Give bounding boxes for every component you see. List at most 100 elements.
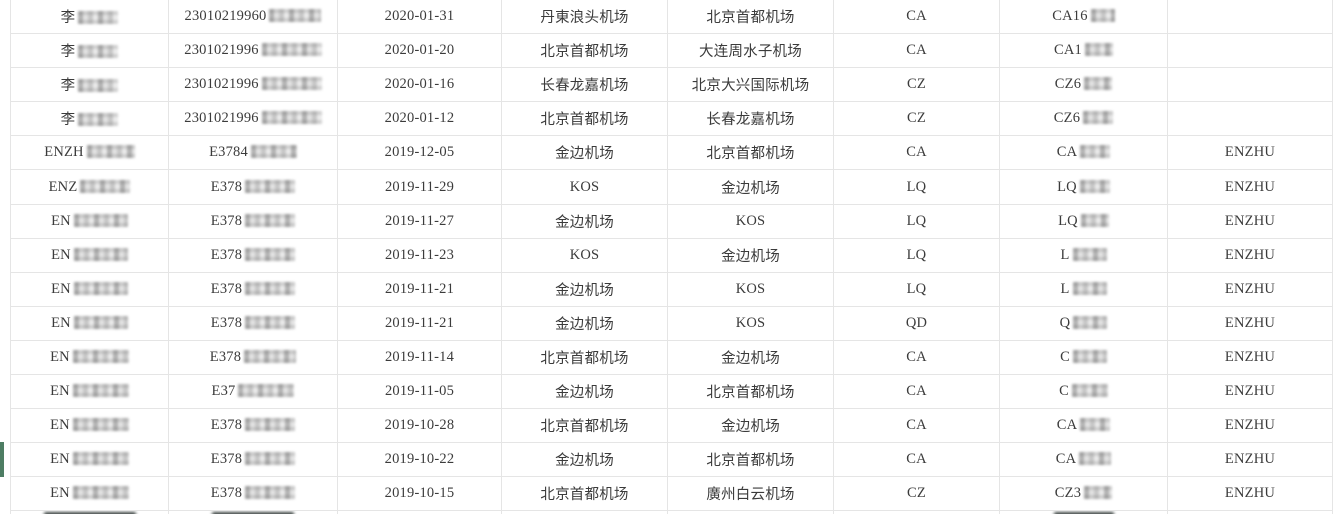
cell-arrival-airport[interactable]: 廣州白云机场 [667,476,834,512]
cell-flight-number[interactable]: CZ6 [999,67,1168,103]
cell-id-number[interactable]: E3784 [168,135,338,171]
cell-account-tag[interactable]: ENZHU [1167,374,1333,410]
table-row[interactable]: EN E37 2019-11-05 金边机场 北京首都机场 CA C ENZHU [10,374,1333,410]
cell-airline-code[interactable]: CA [833,408,1000,444]
table-row[interactable]: 李 2301021996 2020-01-12 北京首都机场 长春龙嘉机场 CZ CZ6 [10,101,1333,137]
table-row[interactable]: EN E378 2019-11-14 北京首都机场 金边机场 CA C ENZHU [10,339,1333,376]
cell-flight-number[interactable]: L [999,271,1168,307]
table-row[interactable]: ENZ E378 2019-11-29 KOS 金边机场 LQ LQ ENZHU [10,169,1333,205]
cell-passenger-name[interactable]: EN [10,442,169,478]
cell-arrival-airport[interactable]: 北京首都机场 [667,135,834,171]
cell-passenger-name[interactable]: 李 [10,101,169,137]
cell-flight-date[interactable]: 2019-11-21 [337,271,502,307]
table-row[interactable]: 李 23010219960 2020-01-31 丹東浪头机场 北京首都机场 CA CA16 [10,0,1333,35]
cell-flight-date[interactable]: 2019-11-23 [337,237,502,273]
cell-arrival-airport[interactable]: 金边机场 [667,237,834,273]
cell-arrival-airport[interactable]: KOS [667,271,834,307]
table-row[interactable]: EN E378 2019-10-22 金边机场 北京首都机场 CA CA ENZHU [10,442,1333,478]
cell-flight-date[interactable]: 2019-10-15 [337,476,502,512]
cell-account-tag[interactable]: ENZHU [1167,135,1333,171]
cell-departure-airport[interactable]: KOS [501,169,668,205]
cell-passenger-name[interactable]: EN [10,237,169,273]
cell-passenger-name[interactable]: 李 [10,33,169,69]
cell-flight-date[interactable]: 2019-12-05 [337,135,502,171]
table-row[interactable]: EN E378 2019-11-21 金边机场 KOS QD Q ENZHU [10,305,1333,341]
cell-arrival-airport[interactable]: 金边机场 [667,339,834,376]
cell-id-number[interactable]: 2301021996 [168,67,338,103]
cell-account-tag[interactable]: ENZHU [1167,339,1333,376]
cell-account-tag[interactable] [1167,67,1333,103]
cell-account-tag[interactable]: ENZHU [1167,237,1333,273]
cell-flight-date[interactable]: 2019-11-21 [337,305,502,341]
cell-flight-date[interactable]: 2020-01-31 [337,0,502,35]
cell-arrival-airport[interactable]: KOS [667,305,834,341]
cell-flight-date[interactable]: 2019-10-22 [337,442,502,478]
cell-passenger-name[interactable]: EN [10,203,169,239]
table-row[interactable]: EN E378 2019-10-28 北京首都机场 金边机场 CA CA ENZHU [10,408,1333,444]
cell-arrival-airport[interactable]: 北京首都机场 [667,442,834,478]
table-row[interactable]: EN E378 2019-10-15 北京首都机场 廣州白云机场 CZ CZ3 ENZHU [10,476,1333,512]
cell-arrival-airport[interactable]: 金边机场 [667,169,834,205]
table-row-partial[interactable] [10,510,1333,514]
cell-passenger-name[interactable]: ENZ [10,169,169,205]
table-row[interactable]: EN E378 2019-11-23 KOS 金边机场 LQ L ENZHU [10,237,1333,273]
cell-passenger-name[interactable]: EN [10,339,169,376]
cell-id-number[interactable]: E37 [168,374,338,410]
cell-id-number[interactable]: E378 [168,339,338,376]
cell-flight-number[interactable]: C [999,339,1168,376]
table-row[interactable]: EN E378 2019-11-27 金边机场 KOS LQ LQ ENZHU [10,203,1333,239]
cell-flight-number[interactable]: LQ [999,203,1168,239]
cell-flight-date[interactable]: 2020-01-16 [337,67,502,103]
cell-flight-date[interactable]: 2020-01-12 [337,101,502,137]
cell-airline-code[interactable]: CZ [833,476,1000,512]
cell-departure-airport[interactable]: 北京首都机场 [501,476,668,512]
cell-departure-airport[interactable]: 金边机场 [501,374,668,410]
cell-airline-code[interactable]: CA [833,0,1000,35]
cell-arrival-airport[interactable]: 北京大兴国际机场 [667,67,834,103]
cell-id-number[interactable]: E378 [168,169,338,205]
cell-departure-airport[interactable]: 北京首都机场 [501,408,668,444]
cell-flight-date[interactable]: 2020-01-20 [337,33,502,69]
cell-flight-number[interactable]: CA16 [999,0,1168,35]
cell-departure-airport[interactable]: 金边机场 [501,203,668,239]
cell-airline-code[interactable]: CA [833,339,1000,376]
cell-passenger-name[interactable]: EN [10,408,169,444]
cell-account-tag[interactable]: ENZHU [1167,442,1333,478]
cell-passenger-name[interactable]: EN [10,305,169,341]
cell-flight-number[interactable]: CA [999,135,1168,171]
cell-id-number[interactable]: E378 [168,237,338,273]
cell-id-number[interactable]: E378 [168,442,338,478]
cell-flight-date[interactable]: 2019-11-14 [337,339,502,376]
cell-airline-code[interactable]: CA [833,374,1000,410]
cell-account-tag[interactable]: ENZHU [1167,408,1333,444]
cell-airline-code[interactable]: QD [833,305,1000,341]
table-row[interactable]: ENZH E3784 2019-12-05 金边机场 北京首都机场 CA CA ENZHU [10,135,1333,171]
cell-airline-code[interactable]: CZ [833,101,1000,137]
cell-account-tag[interactable] [1167,510,1333,514]
cell-departure-airport[interactable]: KOS [501,237,668,273]
cell-departure-airport[interactable]: 北京首都机场 [501,339,668,376]
cell-arrival-airport[interactable]: 大连周水子机场 [667,33,834,69]
cell-arrival-airport[interactable]: 北京首都机场 [667,0,834,35]
cell-airline-code[interactable]: CZ [833,67,1000,103]
table-row[interactable]: 李 2301021996 2020-01-20 北京首都机场 大连周水子机场 CA CA1 [10,33,1333,69]
cell-airline-code[interactable]: CA [833,33,1000,69]
cell-passenger-name[interactable]: EN [10,374,169,410]
cell-departure-airport[interactable]: 金边机场 [501,135,668,171]
cell-departure-airport[interactable]: 丹東浪头机场 [501,0,668,35]
cell-id-number[interactable]: 23010219960 [168,0,338,35]
cell-passenger-name[interactable]: 李 [10,0,169,35]
cell-account-tag[interactable]: ENZHU [1167,476,1333,512]
cell-account-tag[interactable]: ENZHU [1167,271,1333,307]
cell-passenger-name[interactable]: 李 [10,67,169,103]
cell-flight-date[interactable]: 2019-11-29 [337,169,502,205]
cell-departure-airport[interactable]: 北京首都机场 [501,33,668,69]
cell-flight-number[interactable]: CA1 [999,33,1168,69]
cell-passenger-name[interactable]: EN [10,476,169,512]
cell-account-tag[interactable]: ENZHU [1167,305,1333,341]
cell-account-tag[interactable] [1167,33,1333,69]
cell-flight-number[interactable]: CA [999,442,1168,478]
cell-account-tag[interactable]: ENZHU [1167,169,1333,205]
cell-departure-airport[interactable]: 北京首都机场 [501,101,668,137]
cell-airline-code[interactable]: LQ [833,169,1000,205]
